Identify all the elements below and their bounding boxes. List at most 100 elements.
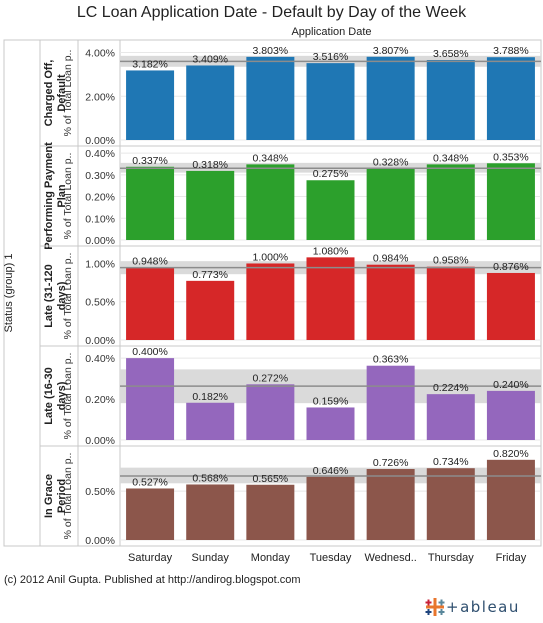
bar [126,70,175,140]
bar [426,266,475,340]
data-label: 3.658% [433,48,469,60]
bar [426,468,475,540]
data-label: 1.080% [313,245,349,257]
bar [426,60,475,140]
bar [126,488,175,540]
tick-label: 0.00% [85,135,115,147]
bar [126,267,175,340]
panel-label: In Grace [43,474,55,518]
bar [246,384,295,440]
chart: Status (group) 1 3.182% 3.409% 3.803% 3.516%… [3,39,542,564]
panel-label: days) [56,381,68,410]
bar [186,484,235,540]
data-label: 0.363% [373,354,409,366]
bar [306,407,355,440]
data-label: 3.516% [313,51,349,63]
bar [426,164,475,240]
panel-label: Plan [56,184,68,208]
tick-label: 0.20% [85,394,115,406]
data-label: 0.565% [253,473,289,485]
axis-label: % of Total Loan p.. [62,153,74,240]
bar [306,257,355,340]
data-label: 0.948% [132,255,168,267]
data-label: 0.400% [132,346,168,358]
data-label: 0.224% [433,382,469,394]
tick-label: 0.30% [85,170,115,182]
panel-label: Late (31-120 [43,264,55,328]
tick-label: 0.50% [85,297,115,309]
tick-label: 0.00% [85,235,115,247]
data-label: 0.272% [253,372,289,384]
bar [486,272,535,340]
panel-label: Period [56,479,68,513]
column-header: Application Date [291,26,372,38]
bar [186,170,235,240]
bar [486,459,535,540]
tick-label: 0.00% [85,435,115,447]
data-label: 0.318% [192,159,228,171]
data-label: 0.726% [373,457,409,469]
tick-label: 2.00% [85,91,115,103]
axis-label: % of Total Loan p.. [62,353,74,440]
bar [366,168,415,240]
data-label: 0.337% [132,155,168,167]
panel-label: Late (16-30 [43,367,55,424]
panel-label: days) [56,281,68,310]
row-header: Status (group) 1 [3,254,15,333]
bar [186,280,235,340]
panel-label: Performing Payment [43,142,55,250]
tick-label: 0.20% [85,192,115,204]
bar [486,163,535,240]
data-label: 0.182% [192,391,228,403]
data-label: 0.328% [373,157,409,169]
panel-label: Charged Off, [43,60,55,127]
bar [186,65,235,140]
chart-title: LC Loan Application Date - Default by Da… [76,4,467,21]
bar [126,166,175,240]
bar [366,264,415,340]
data-label: 0.240% [493,379,529,391]
data-label: 0.527% [132,476,168,488]
bar [246,56,295,140]
bar [426,394,475,440]
panel-label: Default [56,74,68,112]
footer-credit: (c) 2012 Anil Gupta. Published at http:/… [4,574,301,586]
bar [246,484,295,540]
data-label: 0.159% [313,395,349,407]
bar [366,365,415,440]
axis-label: % of Total Loan p.. [62,50,74,137]
bar [366,469,415,540]
data-label: 0.773% [192,269,228,281]
data-label: 0.568% [192,472,228,484]
bar [186,402,235,440]
tick-label: 0.10% [85,213,115,225]
category-label: Sunday [192,552,230,564]
category-label: Wednesd.. [364,552,416,564]
chart-frame [3,39,542,547]
data-label: 0.958% [433,255,469,267]
bar [306,180,355,240]
data-label: 3.409% [192,53,228,65]
data-label: 0.984% [373,253,409,265]
data-label: 0.348% [253,152,289,164]
tick-label: 0.50% [85,486,115,498]
tableau-wordmark: +ableau [446,598,520,616]
tick-label: 1.00% [85,258,115,270]
category-label: Thursday [428,552,474,564]
data-label: 3.788% [493,45,529,57]
tick-label: 4.00% [85,48,115,60]
tick-label: 0.40% [85,148,115,160]
category-label: Tuesday [310,552,352,564]
tableau-logo: +ableau [424,596,542,620]
category-label: Friday [496,552,527,564]
bar [246,263,295,340]
data-label: 0.275% [313,168,349,180]
tick-label: 0.00% [85,335,115,347]
tick-label: 0.40% [85,353,115,365]
data-label: 0.876% [493,261,529,273]
category-label: Saturday [128,552,173,564]
bar [246,164,295,240]
tableau-cross-icon [425,598,445,616]
category-label: Monday [251,552,291,564]
tick-label: 0.00% [85,535,115,547]
